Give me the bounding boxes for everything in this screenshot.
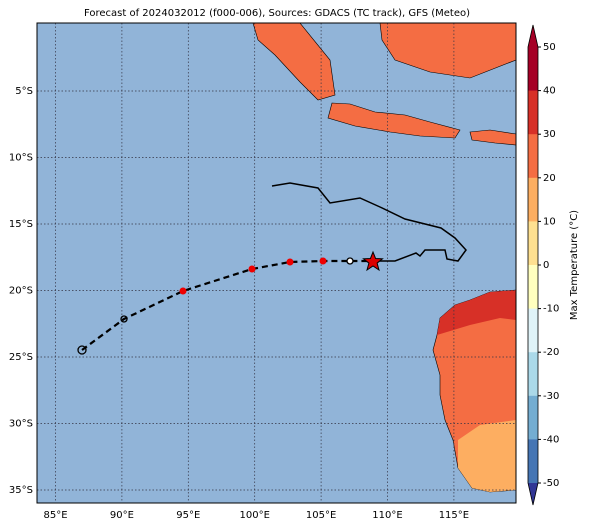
lat-label: 35°S (9, 485, 33, 496)
colorbar-tick-label: 20 (543, 173, 556, 184)
map-frame (36, 22, 517, 504)
gridlines (37, 23, 516, 503)
colorbar-tick-label: 0 (543, 260, 549, 271)
colorbar: 50 40 30 20 10 0 -10 -20 -30 -40 -50 (527, 24, 559, 506)
colorbar-segment (528, 134, 538, 179)
colorbar-segment (528, 352, 538, 397)
colorbar-extend (528, 25, 538, 47)
colorbar-tick-label: 40 (543, 86, 556, 97)
ocean (37, 23, 516, 503)
colorbar-segment (528, 221, 538, 266)
lat-label: 25°S (9, 352, 33, 363)
colorbar-segment (528, 308, 538, 353)
lat-label: 30°S (9, 419, 33, 430)
colorbar-extend (528, 483, 538, 505)
past-track (271, 182, 467, 262)
lon-label: 110°E (372, 510, 402, 521)
colorbar-tick-label: 30 (543, 129, 556, 140)
land (252, 22, 517, 493)
lon-label: 90°E (110, 510, 134, 521)
colorbar-segment (528, 439, 538, 484)
lon-label: 105°E (306, 510, 336, 521)
lon-label: 100°E (239, 510, 269, 521)
colorbar-tick-label: -10 (543, 304, 559, 315)
lat-label: 5°S (15, 86, 33, 97)
track-markers (77, 250, 384, 355)
colorbar-tick-label: -30 (543, 391, 559, 402)
colorbar-tick-label: -40 (543, 434, 559, 445)
lat-label: 15°S (9, 219, 33, 230)
forecast-track (81, 259, 373, 351)
colorbar-tick-label: 50 (543, 42, 556, 53)
colorbar-segment (528, 47, 538, 92)
lat-label: 10°S (9, 153, 33, 164)
colorbar-label: Max Temperature (°C) (569, 210, 580, 320)
lon-label: 95°E (176, 510, 200, 521)
lon-label: 115°E (439, 510, 469, 521)
colorbar-segment (528, 177, 538, 222)
lat-label: 20°S (9, 286, 33, 297)
colorbar-tick-label: -50 (543, 478, 559, 489)
colorbar-segment (528, 395, 538, 440)
map-border (36, 22, 517, 504)
colorbar-tick-label: -20 (543, 347, 559, 358)
title: Forecast of 2024032012 (f000-006), Sourc… (84, 8, 470, 19)
colorbar-segment (528, 265, 538, 310)
colorbar-tick-label: 10 (543, 216, 556, 227)
lon-label: 85°E (43, 510, 67, 521)
colorbar-segment (528, 90, 538, 135)
